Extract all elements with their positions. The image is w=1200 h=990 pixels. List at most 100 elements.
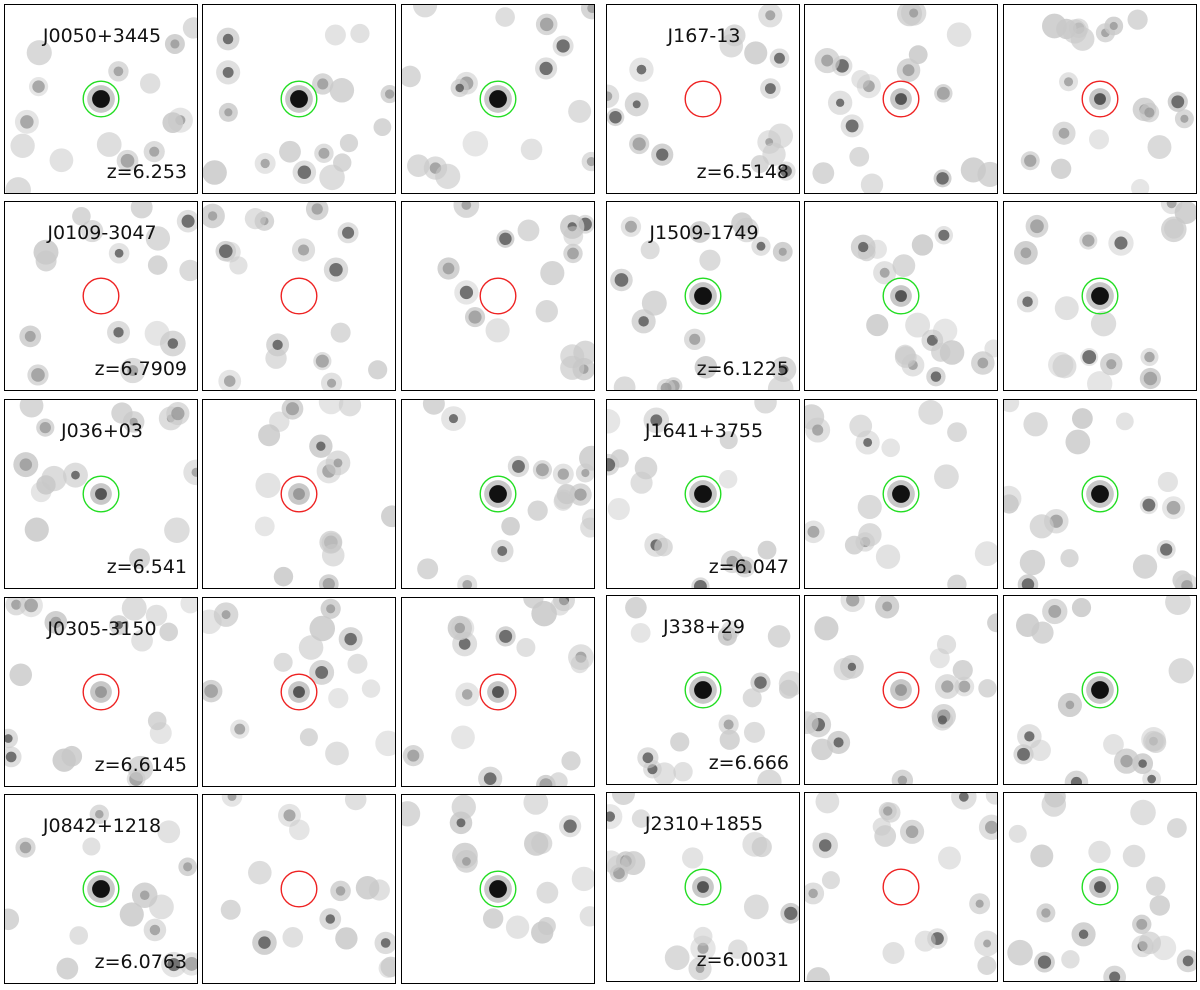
cutout-panel xyxy=(202,399,396,589)
field-source xyxy=(328,688,349,709)
field-source-core xyxy=(456,818,466,828)
field-source xyxy=(523,795,549,815)
detection-circle-green xyxy=(684,277,722,315)
field-source-core xyxy=(977,357,989,369)
field-source xyxy=(527,500,548,521)
field-source xyxy=(520,138,543,161)
field-source xyxy=(413,5,438,18)
target-source xyxy=(694,485,712,503)
redshift-label: z=6.6145 xyxy=(94,754,187,776)
field-source-core xyxy=(1070,776,1082,784)
field-source-core xyxy=(71,470,80,480)
field-source-core xyxy=(556,39,570,53)
detection-circle-red xyxy=(882,80,920,118)
field-source-core xyxy=(459,285,474,300)
field-source-core xyxy=(1020,247,1032,259)
target-source xyxy=(895,290,907,302)
field-source xyxy=(625,596,647,619)
field-source-core xyxy=(975,899,984,908)
field-source xyxy=(324,24,346,46)
field-source xyxy=(5,177,31,193)
field-source-core xyxy=(1166,202,1177,209)
field-source xyxy=(417,558,439,580)
field-source xyxy=(911,234,934,256)
field-source xyxy=(1030,844,1054,868)
field-source-core xyxy=(808,888,818,899)
field-source-core xyxy=(113,327,124,338)
field-source xyxy=(611,793,636,805)
field-source-core xyxy=(227,795,237,801)
field-source xyxy=(762,142,786,166)
field-source-core xyxy=(329,262,343,277)
field-source-core xyxy=(170,39,180,49)
field-source xyxy=(895,344,916,365)
field-source xyxy=(335,927,358,950)
field-source-core xyxy=(1143,371,1158,386)
field-source-core xyxy=(333,458,343,468)
field-image xyxy=(417,400,594,588)
field-source xyxy=(289,819,310,841)
quasar-name: J036+03 xyxy=(61,420,143,442)
field-source xyxy=(255,472,281,498)
field-source-core xyxy=(1136,918,1148,930)
field-source-core xyxy=(139,890,150,900)
field-source-core xyxy=(113,66,124,77)
field-source-core xyxy=(1082,234,1095,247)
field-source-core xyxy=(656,148,669,161)
field-source-core xyxy=(650,414,663,427)
detection-circle-red xyxy=(82,277,120,315)
field-source xyxy=(939,340,965,365)
field-source-core xyxy=(858,241,869,253)
detection-circle-green xyxy=(479,870,517,908)
field-image xyxy=(805,793,997,981)
field-source-core xyxy=(1181,580,1193,588)
field-source xyxy=(537,917,556,936)
field-source-core xyxy=(660,382,672,390)
field-source xyxy=(1147,135,1172,160)
field-source xyxy=(881,438,901,458)
field-source-core xyxy=(499,232,512,246)
cutout-panel xyxy=(401,597,595,787)
quasar-name: J0842+1218 xyxy=(42,815,162,837)
field-source xyxy=(1060,549,1079,568)
field-source xyxy=(248,860,272,885)
field-source xyxy=(254,516,275,537)
field-source-core xyxy=(1138,759,1147,768)
field-source-core xyxy=(607,91,613,102)
field-source xyxy=(607,409,621,434)
field-source xyxy=(162,112,184,134)
field-source xyxy=(1029,514,1054,539)
field-source xyxy=(858,523,882,547)
field-source xyxy=(182,17,197,39)
cutout-panel xyxy=(202,597,396,787)
field-source-core xyxy=(807,525,820,538)
field-image xyxy=(13,400,197,570)
field-source xyxy=(621,851,646,876)
field-source-core xyxy=(754,676,767,689)
field-source-core xyxy=(613,867,625,880)
field-source xyxy=(33,239,59,265)
field-source-core xyxy=(455,83,464,93)
field-source xyxy=(1052,354,1077,379)
field-source xyxy=(269,411,290,432)
field-source xyxy=(69,926,89,945)
field-source-core xyxy=(114,620,123,630)
field-source xyxy=(849,146,870,167)
field-source-core xyxy=(689,333,701,345)
field-source xyxy=(849,414,873,438)
field-source xyxy=(811,738,833,761)
field-source-core xyxy=(32,80,45,93)
field-source xyxy=(581,508,594,531)
field-image xyxy=(805,596,997,784)
field-source-core xyxy=(697,942,709,954)
field-source xyxy=(1029,739,1051,762)
field-source xyxy=(630,623,651,643)
field-source-core xyxy=(936,172,949,185)
field-source-core xyxy=(764,83,776,94)
field-source xyxy=(368,360,388,380)
field-source xyxy=(682,847,704,869)
field-source xyxy=(119,902,144,927)
field-source-core xyxy=(695,964,705,973)
field-source-core xyxy=(5,734,13,743)
field-source-core xyxy=(120,153,135,168)
